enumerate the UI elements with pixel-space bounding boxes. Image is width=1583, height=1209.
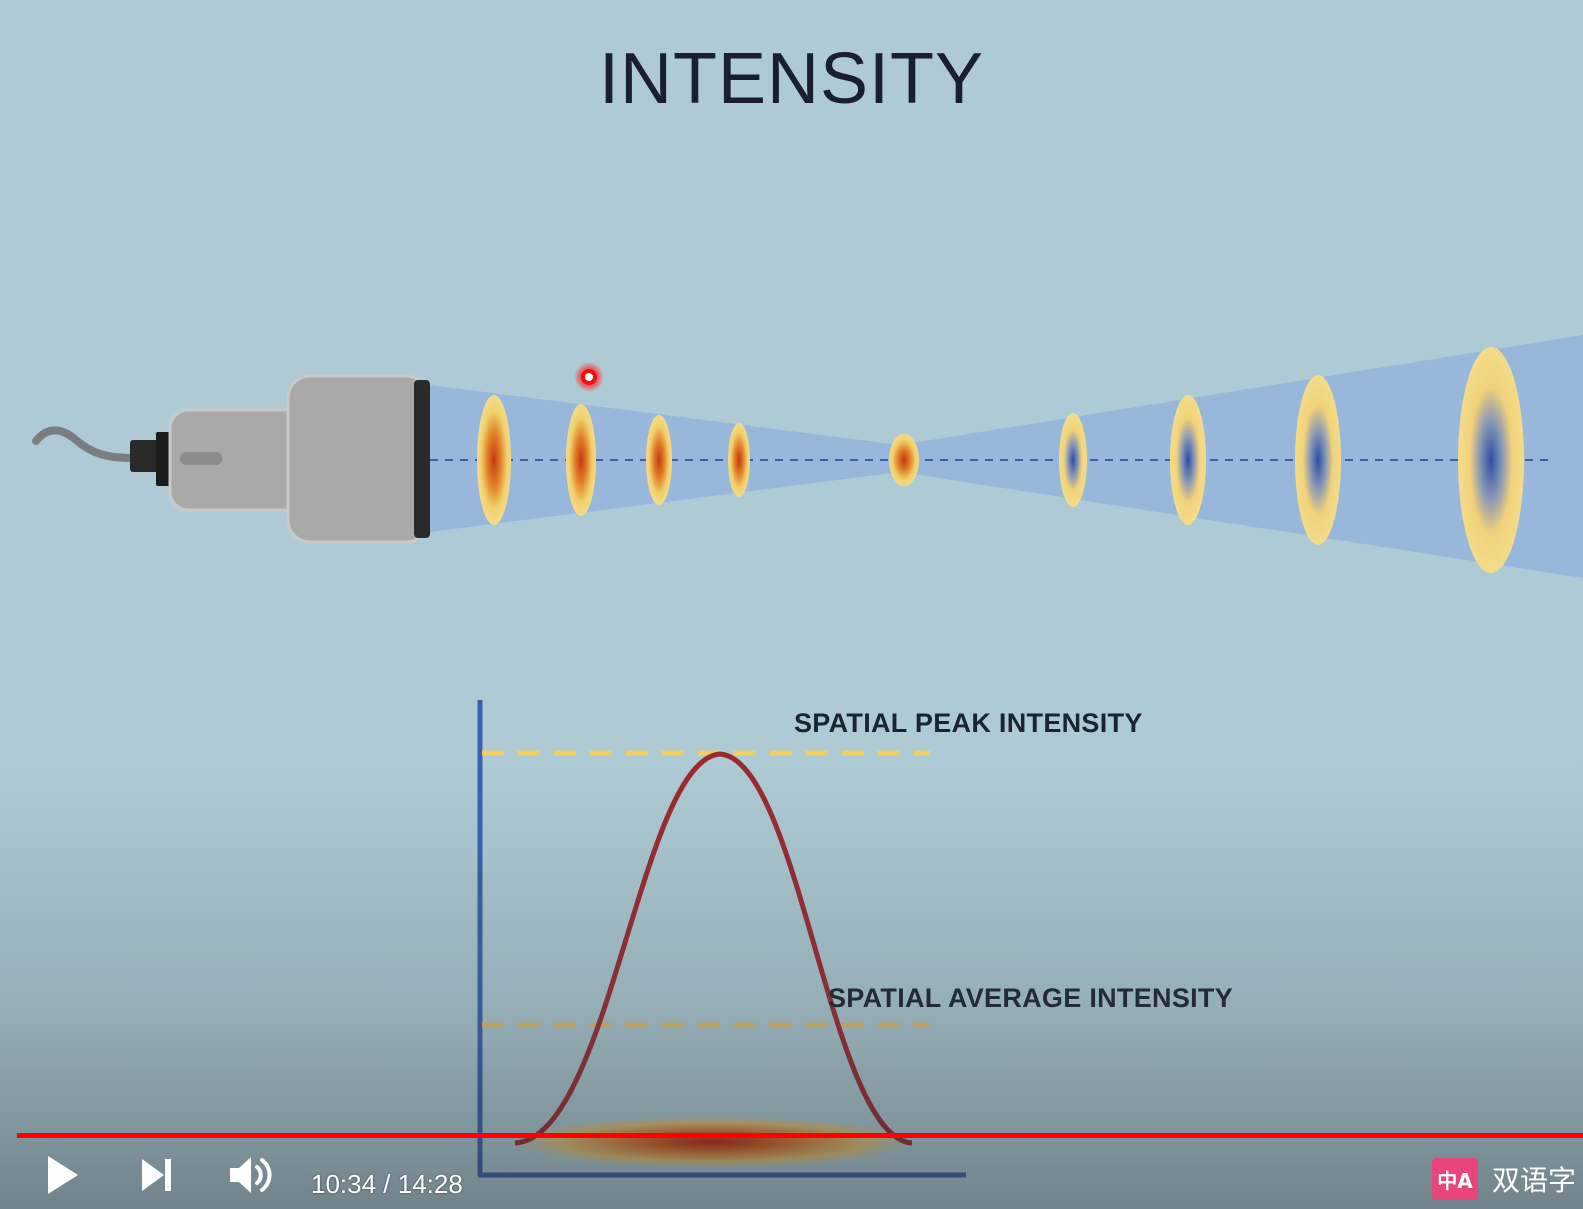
intensity-oval bbox=[728, 423, 750, 497]
intensity-oval bbox=[646, 415, 672, 505]
slide-title: INTENSITY bbox=[598, 39, 985, 119]
volume-button[interactable] bbox=[220, 1145, 280, 1205]
play-button[interactable] bbox=[32, 1145, 92, 1205]
intensity-oval bbox=[889, 434, 919, 486]
bilingual-subtitles-label: 双语字 bbox=[1492, 1164, 1577, 1197]
intensity-oval bbox=[1059, 413, 1087, 507]
spatial-average-label: SPATIAL AVERAGE INTENSITY bbox=[828, 983, 1234, 1013]
transducer-probe-icon bbox=[32, 374, 430, 544]
time-display: 10:34 / 14:28 bbox=[311, 1169, 463, 1199]
intensity-oval bbox=[477, 395, 511, 525]
intensity-curve bbox=[514, 751, 913, 1146]
bilingual-subtitles-button[interactable]: 中A 双语字 bbox=[1432, 1155, 1576, 1203]
intensity-oval bbox=[1458, 347, 1524, 573]
ultrasound-beam bbox=[430, 335, 1583, 578]
intensity-oval bbox=[1170, 395, 1206, 525]
volume-icon bbox=[230, 1157, 272, 1193]
skip-next-icon bbox=[142, 1159, 171, 1191]
player-controls: 10:34 / 14:28 中A 双语字 bbox=[0, 1145, 1583, 1209]
focal-spot-base bbox=[512, 1116, 912, 1168]
intensity-oval bbox=[566, 404, 596, 516]
cursor-dot-icon bbox=[574, 362, 604, 392]
progress-bar[interactable] bbox=[17, 1133, 1583, 1138]
intensity-oval bbox=[1295, 375, 1341, 545]
bilingual-subtitles-icon: 中A bbox=[1432, 1158, 1478, 1200]
spatial-peak-label: SPATIAL PEAK INTENSITY bbox=[794, 708, 1143, 738]
play-icon bbox=[48, 1156, 78, 1194]
next-button[interactable] bbox=[126, 1145, 186, 1205]
